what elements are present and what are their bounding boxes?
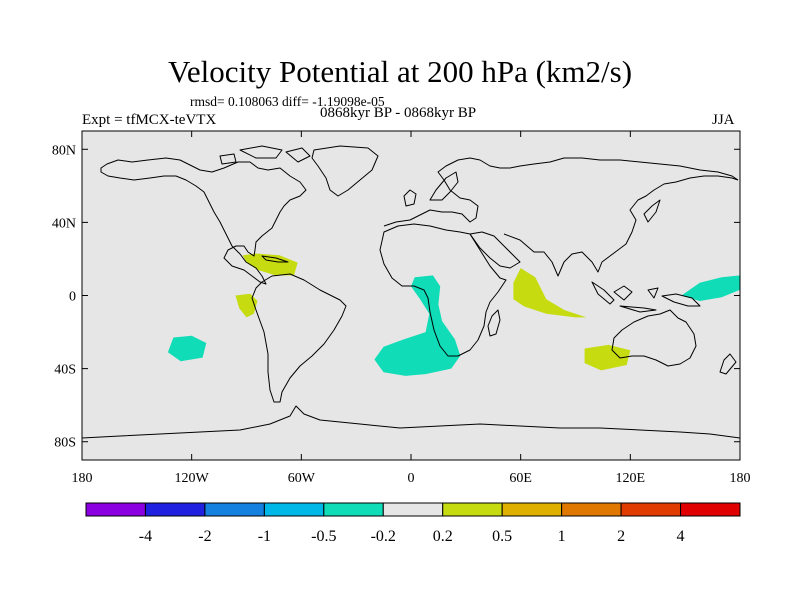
anomaly-south-indian-positive [584, 344, 631, 371]
colorbar-swatch [85, 502, 146, 517]
colorbar-label: -4 [139, 528, 152, 545]
lon-tick-label: 0 [408, 471, 415, 486]
coastline-asia [503, 175, 739, 277]
coastline-uk [403, 189, 417, 207]
lon-tick-label: 60E [509, 471, 532, 486]
colorbar-label: -1 [258, 528, 271, 545]
coastline-africa [379, 223, 507, 357]
colorbar-swatch [204, 502, 265, 517]
anomaly-south-pacific-negative [167, 335, 207, 362]
season-label: JJA [712, 112, 735, 128]
lat-tick-label: 80N [52, 143, 76, 158]
plot-title: Velocity Potential at 200 hPa (km2/s) [167, 54, 633, 89]
colorbar-swatch [501, 502, 563, 517]
coastline-greenland [311, 145, 379, 197]
lat-tick-label: 40S [54, 363, 76, 378]
colorbar-label: 0.2 [433, 528, 453, 545]
coastline-scandinavia [429, 171, 459, 201]
coastline-indonesia [591, 281, 659, 313]
colorbar-swatch [680, 502, 741, 517]
lon-tick-label: 60W [288, 471, 316, 486]
coastline-japan [643, 199, 661, 223]
coastline-arctic-islands [219, 145, 311, 165]
anomaly-east-pacific-positive [235, 293, 258, 318]
colorbar-label: -2 [198, 528, 211, 545]
coastline-cuba [261, 255, 289, 263]
lat-tick-label: 0 [69, 290, 76, 305]
coastline-south-america [251, 273, 347, 403]
colorbar-swatch [263, 502, 325, 517]
colorbar-label: 4 [677, 528, 685, 545]
colorbar-swatch [442, 502, 503, 517]
coastline-madagascar [487, 309, 501, 337]
coastline-north-america [100, 157, 307, 285]
lon-tick-label: 120W [175, 471, 210, 486]
anomaly-west-pacific-negative [681, 275, 740, 301]
coastline-antarctica [82, 405, 740, 439]
lon-tick-label: 180 [730, 471, 751, 486]
lon-tick-label: 120E [616, 471, 646, 486]
colorbar: -4 -2 -1 -0.5 -0.2 0.2 0.5 1 2 4 [85, 502, 741, 545]
colorbar-label: -0.2 [371, 528, 396, 545]
coastline-new-zealand [719, 353, 737, 375]
longitude-axis: 180 120W 60W 0 60E 120E 180 [72, 131, 751, 486]
colorbar-label: 0.5 [492, 528, 512, 545]
period-label: 0868kyr BP - 0868kyr BP [320, 105, 477, 121]
colorbar-swatch [620, 502, 682, 517]
coastline-new-guinea [661, 293, 701, 307]
colorbar-swatch [382, 502, 444, 517]
anomaly-caribbean-positive [242, 253, 298, 276]
colorbar-swatch [561, 502, 622, 517]
map-background [82, 131, 740, 460]
lon-tick-label: 180 [72, 471, 93, 486]
anomaly-layer [167, 253, 740, 376]
lat-tick-label: 80S [54, 436, 76, 451]
anomaly-indian-ocean-positive [513, 268, 587, 318]
colorbar-label: 1 [558, 528, 566, 545]
experiment-label: Expt = tfMCX-teVTX [82, 112, 217, 128]
coastline-europe [383, 157, 739, 227]
coastlines [82, 145, 740, 439]
coastline-australia [611, 309, 697, 367]
stats-label: rmsd= 0.108063 diff= -1.19098e-05 [190, 94, 385, 109]
lat-tick-label: 40N [52, 216, 76, 231]
colorbar-label: 2 [617, 528, 625, 545]
latitude-axis: 80N 40N 0 40S 80S [52, 143, 740, 451]
colorbar-swatch [144, 502, 206, 517]
coastline-arabia [469, 231, 521, 269]
colorbar-swatch [323, 502, 384, 517]
colorbar-label: -0.5 [311, 528, 336, 545]
anomaly-africa-atlantic-negative [374, 275, 461, 376]
